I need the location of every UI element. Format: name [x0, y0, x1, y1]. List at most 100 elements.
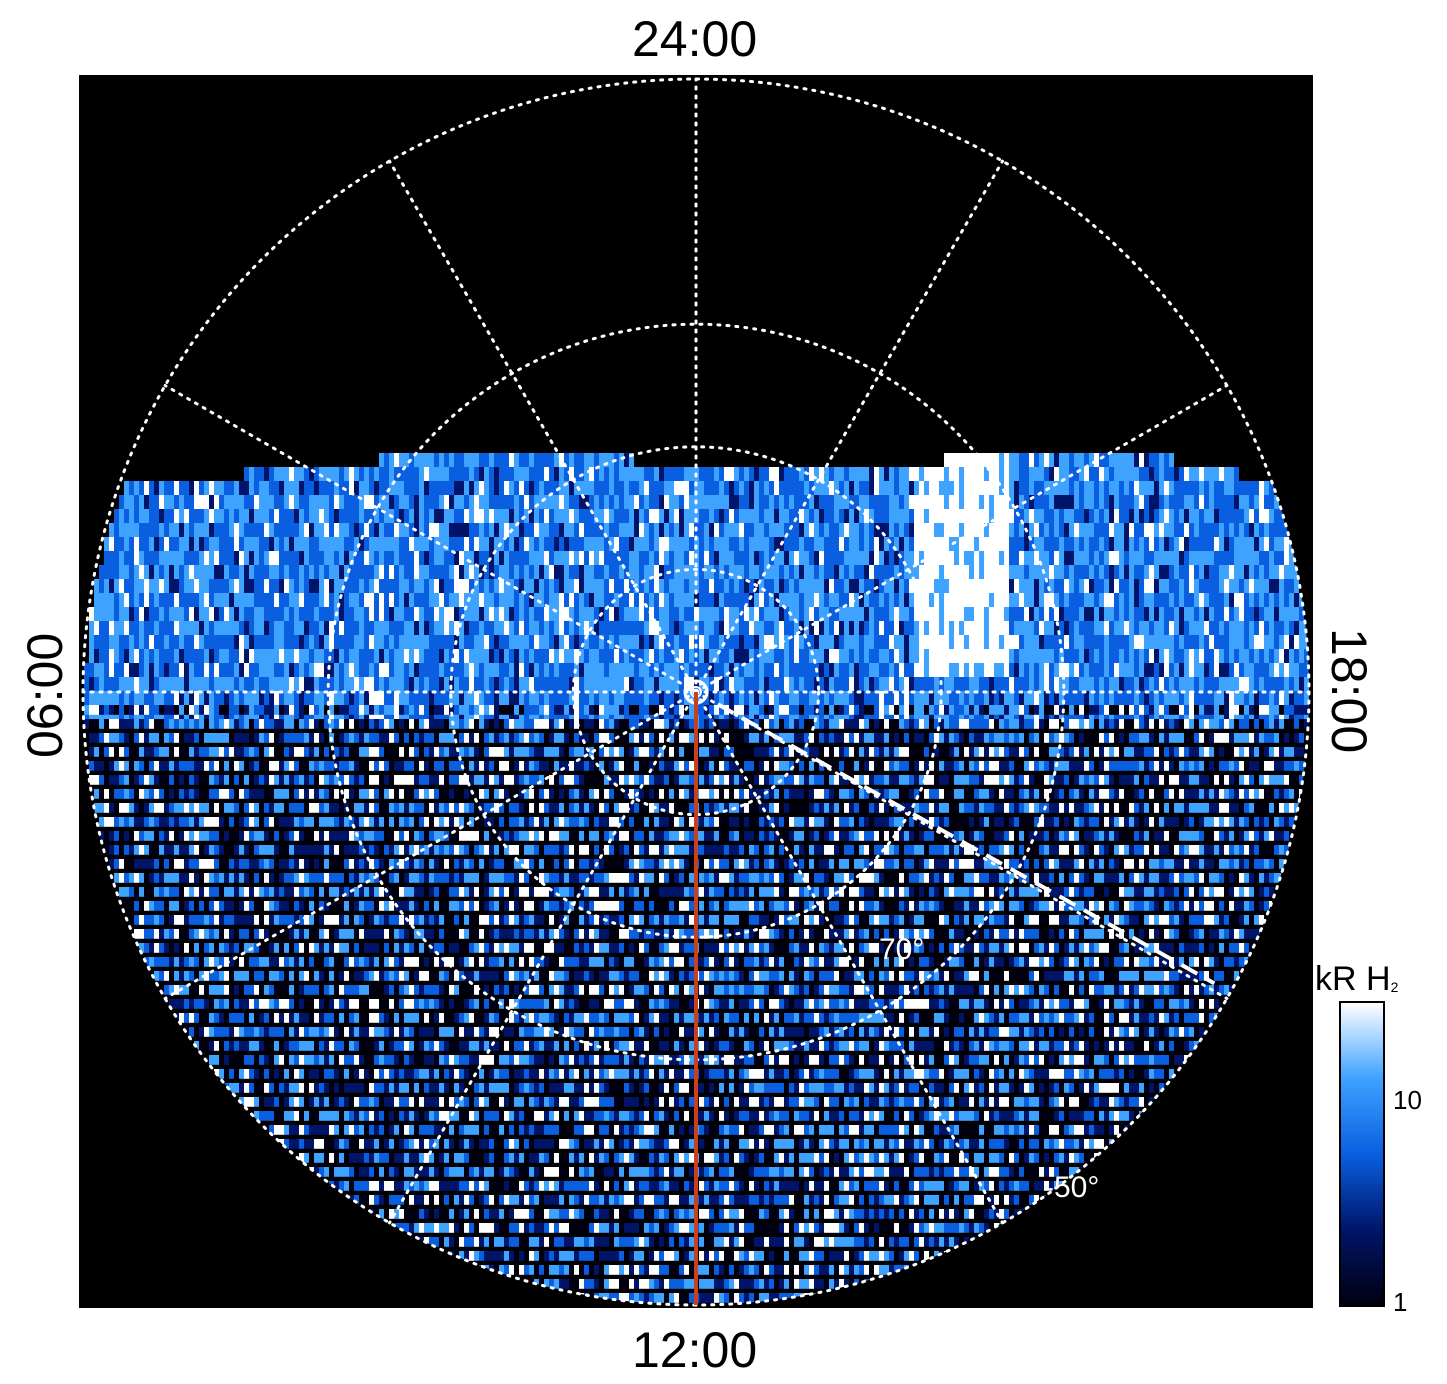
emission-cell	[149, 733, 154, 743]
emission-cell	[404, 705, 409, 715]
emission-cell	[1294, 733, 1299, 743]
emission-cell	[114, 733, 119, 743]
emission-cell	[949, 733, 954, 743]
emission-cell	[99, 719, 104, 729]
emission-cell	[1099, 733, 1104, 743]
emission-cell	[159, 733, 164, 743]
emission-cell	[1229, 719, 1234, 729]
emission-cell	[859, 719, 864, 729]
emission-cell	[979, 733, 984, 743]
emission-cell	[444, 747, 449, 757]
emission-cell	[529, 719, 534, 729]
emission-cell	[1179, 733, 1184, 743]
emission-cell	[629, 747, 634, 757]
emission-cell	[499, 705, 504, 715]
emission-cell	[129, 747, 134, 757]
emission-cell	[124, 719, 129, 729]
emission-cell	[289, 705, 294, 715]
emission-cell	[1194, 733, 1199, 743]
emission-cell	[979, 705, 984, 715]
emission-cell	[749, 705, 754, 715]
emission-cell	[414, 719, 419, 729]
emission-cell	[1254, 705, 1259, 715]
emission-cell	[1154, 705, 1159, 715]
emission-cell	[1284, 719, 1289, 729]
emission-cell	[1264, 733, 1269, 743]
emission-cell	[1134, 733, 1139, 743]
emission-cell	[99, 705, 104, 715]
emission-cell	[974, 705, 979, 715]
emission-cell	[739, 705, 744, 715]
emission-cell	[204, 705, 209, 715]
emission-cell	[119, 733, 124, 743]
emission-cell	[164, 733, 169, 743]
emission-cell	[179, 747, 184, 757]
emission-cell	[1019, 705, 1024, 715]
emission-cell	[549, 733, 554, 743]
emission-cell	[1244, 705, 1249, 715]
emission-cell	[419, 705, 424, 715]
emission-cell	[814, 733, 819, 743]
emission-cell	[449, 747, 454, 757]
emission-cell	[224, 719, 229, 729]
emission-cell	[274, 733, 279, 743]
emission-cell	[274, 719, 279, 729]
emission-cell	[994, 705, 999, 715]
emission-cell	[294, 705, 299, 715]
emission-cell	[689, 747, 694, 757]
emission-cell	[114, 747, 119, 757]
emission-cell	[399, 719, 404, 729]
emission-cell	[284, 719, 289, 729]
emission-cell	[179, 719, 184, 729]
emission-cell	[364, 719, 369, 729]
emission-cell	[1174, 733, 1179, 743]
emission-cell	[744, 705, 749, 715]
emission-cell	[384, 747, 389, 757]
emission-cell	[659, 733, 664, 743]
emission-cell	[429, 733, 434, 743]
emission-cell	[569, 733, 574, 743]
emission-cell	[904, 719, 909, 729]
emission-cell	[704, 733, 709, 743]
emission-cell	[489, 719, 494, 729]
emission-cell	[224, 733, 229, 743]
emission-cell	[249, 733, 254, 743]
emission-cell	[314, 747, 319, 757]
emission-cell	[624, 719, 629, 729]
emission-cell	[579, 719, 584, 729]
emission-cell	[1179, 719, 1184, 729]
emission-cell	[1244, 719, 1249, 729]
emission-cell	[1279, 705, 1284, 715]
emission-cell	[419, 747, 424, 757]
emission-cell	[914, 705, 919, 715]
emission-cell	[374, 705, 379, 715]
emission-cell	[384, 719, 389, 729]
emission-cell	[1004, 705, 1009, 715]
emission-cell	[789, 705, 794, 715]
emission-cell	[1209, 719, 1214, 729]
emission-cell	[969, 719, 974, 729]
emission-cell	[594, 705, 599, 715]
emission-cell	[234, 705, 239, 715]
emission-cell	[849, 733, 854, 743]
emission-cell	[1279, 719, 1284, 729]
emission-cell	[839, 705, 844, 715]
emission-cell	[434, 747, 439, 757]
emission-cell	[564, 719, 569, 729]
emission-cell	[474, 747, 479, 757]
emission-cell	[184, 705, 189, 715]
emission-cell	[579, 705, 584, 715]
emission-cell	[489, 733, 494, 743]
emission-cell	[194, 705, 199, 715]
emission-cell	[314, 705, 319, 715]
emission-cell	[794, 733, 799, 743]
emission-cell	[984, 705, 989, 715]
emission-cell	[649, 747, 654, 757]
emission-cell	[464, 705, 469, 715]
emission-cell	[379, 705, 384, 715]
emission-cell	[949, 705, 954, 715]
emission-cell	[634, 733, 639, 743]
emission-cell	[594, 733, 599, 743]
emission-cell	[229, 719, 234, 729]
emission-cell	[154, 747, 159, 757]
